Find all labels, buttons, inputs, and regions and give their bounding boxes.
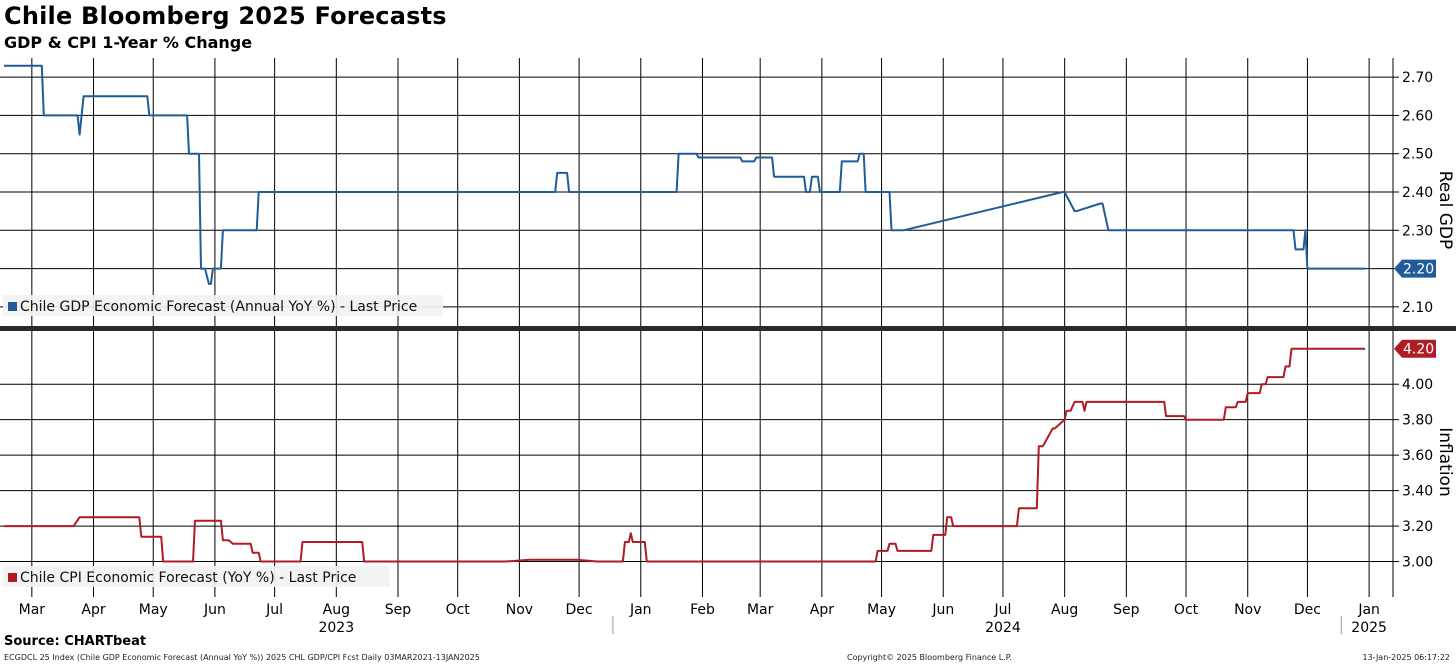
chart-title: Chile Bloomberg 2025 Forecasts [4,2,447,30]
x-tick-label: Apr [810,602,834,618]
gdp-tick-label: 2.70 [1402,70,1433,86]
gdp-axis-title: Real GDP [1435,171,1455,250]
x-tick-label: Jul [994,602,1012,618]
x-tick-label: Jan [629,602,652,618]
x-tick-label: Mar [19,602,46,618]
chart-subtitle: GDP & CPI 1-Year % Change [4,33,253,52]
footnote-index: ECGDCL 25 Index (Chile GDP Economic Fore… [4,653,480,662]
cpi-tick-label: 3.00 [1402,555,1433,571]
x-tick-label: Oct [1174,602,1199,618]
x-tick-label: Mar [747,602,774,618]
x-tick-label: Jul [265,602,283,618]
gdp-tick-label: 2.60 [1402,108,1433,124]
cpi-last-value-bg [1394,339,1436,358]
gdp-tick-label: 2.50 [1402,147,1433,163]
x-tick-label: Dec [1294,602,1321,618]
x-tick-label: May [867,602,896,618]
x-year-label: 2023 [318,620,354,636]
gdp-legend-box [3,295,443,316]
cpi-legend-swatch [8,573,17,582]
x-tick-label: Aug [1051,602,1078,618]
x-tick-label: Apr [81,602,105,618]
x-year-label: 2024 [985,620,1021,636]
x-tick-label: Sep [1113,602,1140,618]
x-tick-label: Dec [566,602,593,618]
cpi-tick-label: 4.00 [1402,377,1433,393]
x-tick-label: Jun [203,602,226,618]
cpi-legend-box [3,566,390,587]
x-tick-label: Jan [1357,602,1380,618]
x-tick-label: Sep [385,602,412,618]
cpi-legend: Chile CPI Economic Forecast (YoY %) - La… [20,570,356,586]
source-note: Source: CHARTbeat [4,634,147,649]
cpi-tick-label: 3.40 [1402,484,1433,500]
gdp-legend: Chile GDP Economic Forecast (Annual YoY … [20,299,417,315]
x-tick-label: Nov [506,602,533,618]
x-tick-label: May [139,602,168,618]
gdp-tick-label: 2.30 [1402,223,1433,239]
cpi-last-value: 4.20 [1403,342,1434,358]
gdp-legend-swatch [8,302,17,311]
gdp-tick-label: 2.10 [1402,300,1433,316]
cpi-tick-label: 3.20 [1402,519,1433,535]
cpi-tick-label: 3.80 [1402,413,1433,429]
cpi-tick-label: 3.60 [1402,448,1433,464]
x-tick-label: Jun [931,602,954,618]
cpi-axis-title: Inflation [1435,427,1455,496]
x-year-label: 2025 [1351,620,1387,636]
gdp-last-value-bg [1394,259,1436,278]
gdp-tick-label: 2.40 [1402,185,1433,201]
cpi-line [4,347,1366,563]
copyright-note: Copyright© 2025 Bloomberg Finance L.P. [847,653,1012,662]
timestamp: 13-Jan-2025 06:17:22 [1362,653,1450,662]
gdp-line [4,64,1366,285]
panel-separator [0,326,1456,331]
gdp-last-value: 2.20 [1403,262,1434,278]
x-tick-label: Nov [1234,602,1261,618]
x-tick-label: Aug [323,602,350,618]
x-tick-label: Oct [446,602,471,618]
x-tick-label: Feb [690,602,715,618]
